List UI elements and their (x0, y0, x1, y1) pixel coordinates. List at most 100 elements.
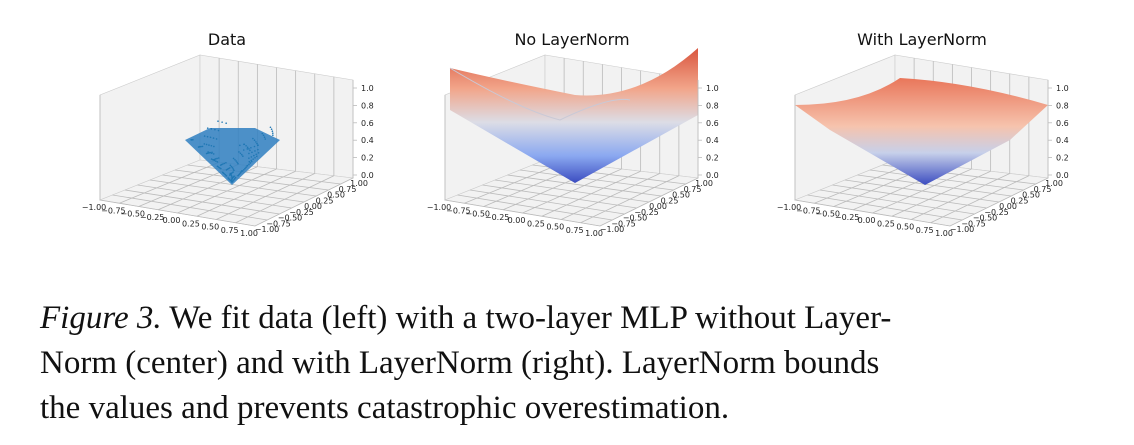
y-tick-label: −0.50 (278, 214, 303, 223)
scatter-point (230, 179, 233, 181)
y-tick-label: −0.25 (984, 208, 1009, 217)
y-tick-label: −0.75 (266, 219, 291, 228)
scatter-point (212, 137, 215, 139)
z-tick-label: 0.4 (361, 136, 374, 145)
x-tick-label: 0.00 (163, 216, 181, 225)
grid-line (930, 175, 1030, 224)
scatter-point (253, 154, 255, 157)
scatter-point (218, 166, 221, 169)
scatter-point (246, 148, 249, 150)
scatter-point (252, 137, 254, 140)
scatter-point (213, 145, 215, 148)
y-tick-label: 0.50 (327, 191, 345, 200)
scatter-point (243, 169, 245, 171)
scatter-point (240, 171, 242, 174)
scatter-point (208, 144, 210, 146)
grid-line (541, 170, 641, 217)
x-tick-label: −0.75 (101, 206, 126, 215)
scatter-point (251, 151, 253, 154)
scatter-point (254, 156, 256, 159)
x-tick-label: −0.50 (815, 210, 840, 219)
scatter-point (245, 166, 247, 169)
x-tick-label: 0.75 (566, 226, 584, 235)
grid-line (235, 175, 335, 224)
scatter-point (239, 144, 241, 147)
scatter-point (230, 165, 233, 168)
z-tick-label: 1.0 (706, 84, 719, 93)
scatter-point (246, 165, 248, 167)
z-tick-label: 0.4 (1056, 136, 1069, 145)
scatter-point (250, 156, 253, 158)
caption-text: We fit data (left) with a two-layer MLP … (169, 300, 891, 336)
caption-label: Figure 3. (39, 300, 162, 336)
y-tick-label: 0.50 (1022, 191, 1040, 200)
y-tick-label: −1.00 (255, 225, 280, 234)
y-tick-label: 0.75 (339, 185, 357, 194)
scatter-point (262, 134, 265, 137)
z-tick-label: 0.2 (1056, 154, 1069, 163)
scatter-point (227, 167, 230, 170)
y-tick-label: 0.00 (649, 202, 667, 211)
grid-line (174, 169, 329, 191)
scatter-point (233, 175, 235, 178)
x-tick-label: −0.25 (140, 213, 165, 222)
y-tick-label: −0.50 (973, 214, 998, 223)
scatter-point (209, 151, 212, 154)
y-tick-label: 0.25 (661, 196, 679, 205)
scatter-point (211, 151, 213, 154)
x-tick-label: −0.50 (465, 210, 490, 219)
surface-fold (449, 67, 631, 121)
scatter-point (232, 168, 235, 170)
scatter-point (230, 175, 233, 177)
y-tick-label: −0.75 (611, 219, 636, 228)
scatter-point (223, 162, 226, 165)
scatter-point (238, 173, 240, 176)
axis-edge (444, 80, 699, 227)
scatter-point (219, 167, 222, 170)
x-tick-label: 1.00 (935, 229, 953, 238)
scatter-point (233, 178, 236, 180)
scatter-point (271, 132, 274, 135)
scatter-point (207, 151, 209, 153)
z-tick-label: 0.6 (361, 119, 374, 128)
z-tick-label: 0.8 (1056, 101, 1069, 110)
scatter-point (225, 122, 227, 124)
scatter-point (248, 163, 250, 166)
scatter-point (257, 148, 259, 151)
grid-line (196, 170, 296, 217)
scatter-point (252, 158, 254, 160)
scatter-point (255, 141, 257, 143)
scatter-point (272, 134, 274, 136)
scatter-point (192, 138, 194, 141)
scatter-point (250, 146, 252, 149)
scatter-point (206, 135, 209, 138)
x-tick-label: −0.25 (485, 213, 510, 222)
y-tick-label: −1.00 (950, 225, 975, 234)
scatter-point (232, 157, 235, 160)
scatter-point (248, 152, 250, 155)
scatter-point (213, 159, 216, 162)
scatter-point (244, 167, 246, 170)
scatter-point (217, 129, 220, 132)
surface (795, 78, 1048, 185)
scatter-point (253, 139, 256, 142)
scatter-point (227, 177, 229, 179)
scatter-point (257, 144, 259, 146)
z-tick-label: 0.8 (361, 101, 374, 110)
grid-line (891, 170, 991, 217)
y-tick-label: 1.00 (695, 179, 713, 188)
caption-line: the values and prevents catastrophic ove… (40, 390, 729, 426)
x-tick-label: 0.75 (221, 226, 239, 235)
z-tick-label: 0.0 (1056, 171, 1069, 180)
scatter-point (236, 161, 238, 164)
scatter-point (248, 160, 251, 163)
scatter-point (220, 163, 223, 166)
x-tick-label: −1.00 (82, 203, 107, 212)
subplot-title: Data (208, 30, 246, 49)
scatter-point (242, 155, 244, 157)
scatter-point (231, 166, 234, 169)
scatter-point (210, 158, 213, 160)
scatter-point (246, 146, 249, 149)
scatter-point (216, 165, 219, 168)
